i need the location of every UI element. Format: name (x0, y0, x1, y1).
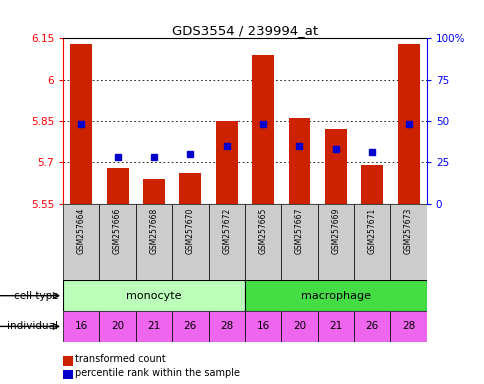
Text: 26: 26 (365, 321, 378, 331)
Bar (317, 204, 353, 280)
Text: macrophage: macrophage (300, 291, 370, 301)
Text: GSM257664: GSM257664 (76, 207, 86, 254)
Text: 21: 21 (147, 321, 160, 331)
Bar (70, 44, 92, 204)
Bar (143, 179, 165, 204)
Bar (172, 311, 208, 342)
Bar (179, 173, 201, 204)
Bar (99, 204, 136, 280)
Bar (136, 311, 172, 342)
Text: GSM257672: GSM257672 (222, 207, 231, 253)
Bar (281, 204, 317, 280)
Bar (244, 311, 281, 342)
Text: 16: 16 (75, 321, 88, 331)
Bar (324, 129, 346, 204)
Bar (390, 311, 426, 342)
Text: GSM257668: GSM257668 (149, 207, 158, 253)
Bar (208, 311, 244, 342)
Text: GSM257665: GSM257665 (258, 207, 267, 254)
Bar (215, 121, 237, 204)
Bar (361, 165, 382, 204)
Bar (390, 204, 426, 280)
Text: GSM257666: GSM257666 (113, 207, 122, 254)
Text: 26: 26 (183, 321, 197, 331)
Text: individual: individual (7, 321, 58, 331)
Bar (136, 204, 172, 280)
Text: GSM257673: GSM257673 (403, 207, 412, 254)
Text: 20: 20 (292, 321, 305, 331)
Bar (106, 168, 128, 204)
Text: GSM257669: GSM257669 (331, 207, 340, 254)
Bar (63, 311, 99, 342)
Text: monocyte: monocyte (126, 291, 182, 301)
Text: transformed count: transformed count (75, 354, 166, 364)
Bar (172, 204, 208, 280)
Text: cell type: cell type (14, 291, 58, 301)
Text: 28: 28 (220, 321, 233, 331)
Bar (244, 204, 281, 280)
Text: GSM257671: GSM257671 (367, 207, 376, 253)
Text: 20: 20 (111, 321, 124, 331)
Bar (208, 204, 244, 280)
Bar (397, 44, 419, 204)
Bar (244, 280, 426, 311)
Bar (353, 204, 390, 280)
Bar (63, 280, 244, 311)
Bar (281, 311, 317, 342)
Bar (353, 311, 390, 342)
Text: GSM257667: GSM257667 (294, 207, 303, 254)
Bar (63, 204, 99, 280)
Text: percentile rank within the sample: percentile rank within the sample (75, 368, 240, 378)
Text: GSM257670: GSM257670 (185, 207, 195, 254)
Title: GDS3554 / 239994_at: GDS3554 / 239994_at (171, 24, 318, 37)
Bar (317, 311, 353, 342)
Bar (252, 55, 273, 204)
Text: 16: 16 (256, 321, 269, 331)
Bar (99, 311, 136, 342)
Bar (288, 118, 310, 204)
Text: 21: 21 (329, 321, 342, 331)
Text: 28: 28 (401, 321, 414, 331)
